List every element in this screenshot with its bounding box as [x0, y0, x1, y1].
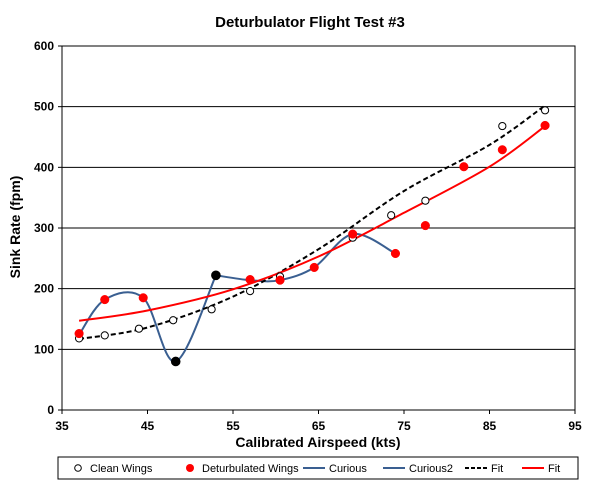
legend-item-curious-2: Curious	[303, 463, 367, 475]
point-clean-wings	[387, 211, 396, 220]
legend: Clean Wings Deturbulated Wings Curious Curi…	[57, 456, 579, 480]
series-line-fit-5	[78, 125, 546, 322]
legend-label: Curious	[329, 463, 367, 475]
y-tick-label: 200	[34, 282, 54, 296]
point-curious	[170, 356, 181, 367]
y-tick-label: 300	[34, 221, 54, 235]
point-deturbulated-wings	[275, 275, 285, 285]
chart-title: Deturbulator Flight Test #3	[215, 14, 405, 31]
point-deturbulated-wings	[348, 229, 358, 239]
x-tick-label: 95	[568, 419, 582, 433]
x-tick-label: 65	[312, 419, 326, 433]
y-axis: 0 100 200 300 400 500 600	[34, 39, 62, 417]
legend-symbol	[186, 464, 194, 472]
legend-label: Curious2	[409, 463, 453, 475]
point-deturbulated-wings	[459, 162, 469, 172]
y-tick-label: 0	[47, 403, 54, 417]
y-tick-label: 100	[34, 342, 54, 356]
y-axis-label: Sink Rate (fpm)	[7, 176, 23, 279]
point-deturbulated-wings	[74, 329, 84, 339]
point-deturbulated-wings	[100, 295, 110, 305]
legend-item-fit-4: Fit	[465, 463, 503, 475]
legend-item-curious2-3: Curious2	[383, 463, 453, 475]
x-tick-label: 35	[55, 419, 69, 433]
legend-label: Fit	[548, 463, 560, 475]
point-deturbulated-wings	[420, 221, 430, 231]
y-tick-label: 400	[34, 160, 54, 174]
point-clean-wings	[207, 305, 216, 314]
legend-label: Fit	[491, 463, 503, 475]
point-clean-wings	[246, 286, 255, 296]
y-tick-label: 500	[34, 100, 54, 114]
x-tick-label: 55	[226, 419, 240, 433]
legend-symbol	[74, 464, 82, 472]
legend-item-clean-wings-0: Clean Wings	[74, 463, 153, 475]
y-tick-label: 600	[34, 39, 54, 53]
legend-item-fit-5: Fit	[522, 463, 560, 475]
point-clean-wings	[498, 121, 507, 131]
x-axis: 35 45 55 65 75 85 95	[55, 410, 582, 433]
series-line-fit-4	[78, 104, 546, 340]
point-clean-wings	[169, 316, 178, 325]
point-clean-wings	[421, 196, 430, 205]
point-curious	[211, 270, 221, 281]
legend-label: Deturbulated Wings	[202, 463, 299, 475]
x-tick-label: 45	[141, 419, 155, 433]
point-deturbulated-wings	[138, 293, 148, 303]
point-deturbulated-wings	[245, 275, 255, 285]
point-deturbulated-wings	[390, 248, 401, 259]
point-clean-wings	[100, 331, 109, 340]
point-deturbulated-wings	[540, 120, 550, 131]
point-deturbulated-wings	[497, 145, 507, 155]
series-markers	[74, 106, 550, 367]
legend-item-deturbulated-wings-1: Deturbulated Wings	[186, 463, 299, 475]
point-deturbulated-wings	[309, 262, 319, 272]
point-clean-wings	[540, 106, 550, 115]
x-axis-label: Calibrated Airspeed (kts)	[235, 434, 400, 450]
legend-label: Clean Wings	[90, 463, 153, 475]
point-clean-wings	[134, 324, 144, 333]
x-tick-label: 75	[397, 419, 411, 433]
series-line-curious-2	[78, 274, 217, 363]
x-tick-label: 85	[483, 419, 497, 433]
